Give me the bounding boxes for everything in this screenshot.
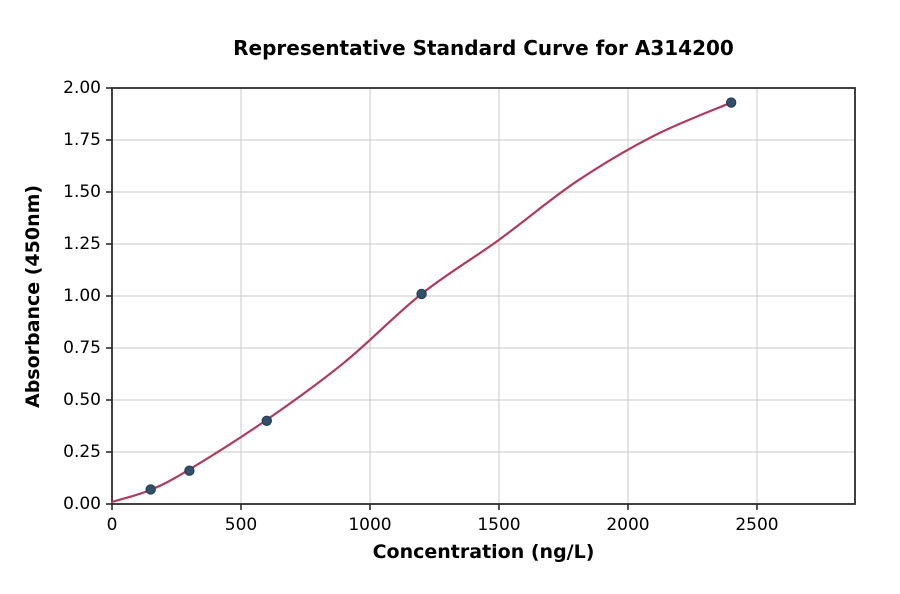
y-tick-label: 0.25 [63,442,101,462]
chart-title: Representative Standard Curve for A31420… [233,36,734,60]
x-axis-label: Concentration (ng/L) [372,541,595,563]
x-tick-label: 2500 [735,515,778,535]
y-tick-label: 0.50 [63,390,101,410]
y-tick-label: 1.00 [63,286,101,306]
x-tick-label: 1500 [477,515,520,535]
x-tick-label: 2000 [606,515,649,535]
data-point [416,288,427,300]
x-tick-label: 1000 [348,515,391,535]
x-tick-label: 500 [225,515,257,535]
data-point [145,484,156,495]
y-tick-label: 0.00 [63,494,101,514]
y-tick-label: 1.25 [63,234,101,254]
y-tick-label: 0.75 [63,338,101,358]
y-tick-label: 1.75 [63,130,101,150]
y-tick-label: 2.00 [63,78,101,98]
data-point [725,97,737,108]
x-tick-label: 0 [107,515,118,535]
data-point [184,465,195,476]
fit-curve [110,101,733,504]
data-point [261,415,272,426]
y-tick-label: 1.50 [63,182,101,202]
